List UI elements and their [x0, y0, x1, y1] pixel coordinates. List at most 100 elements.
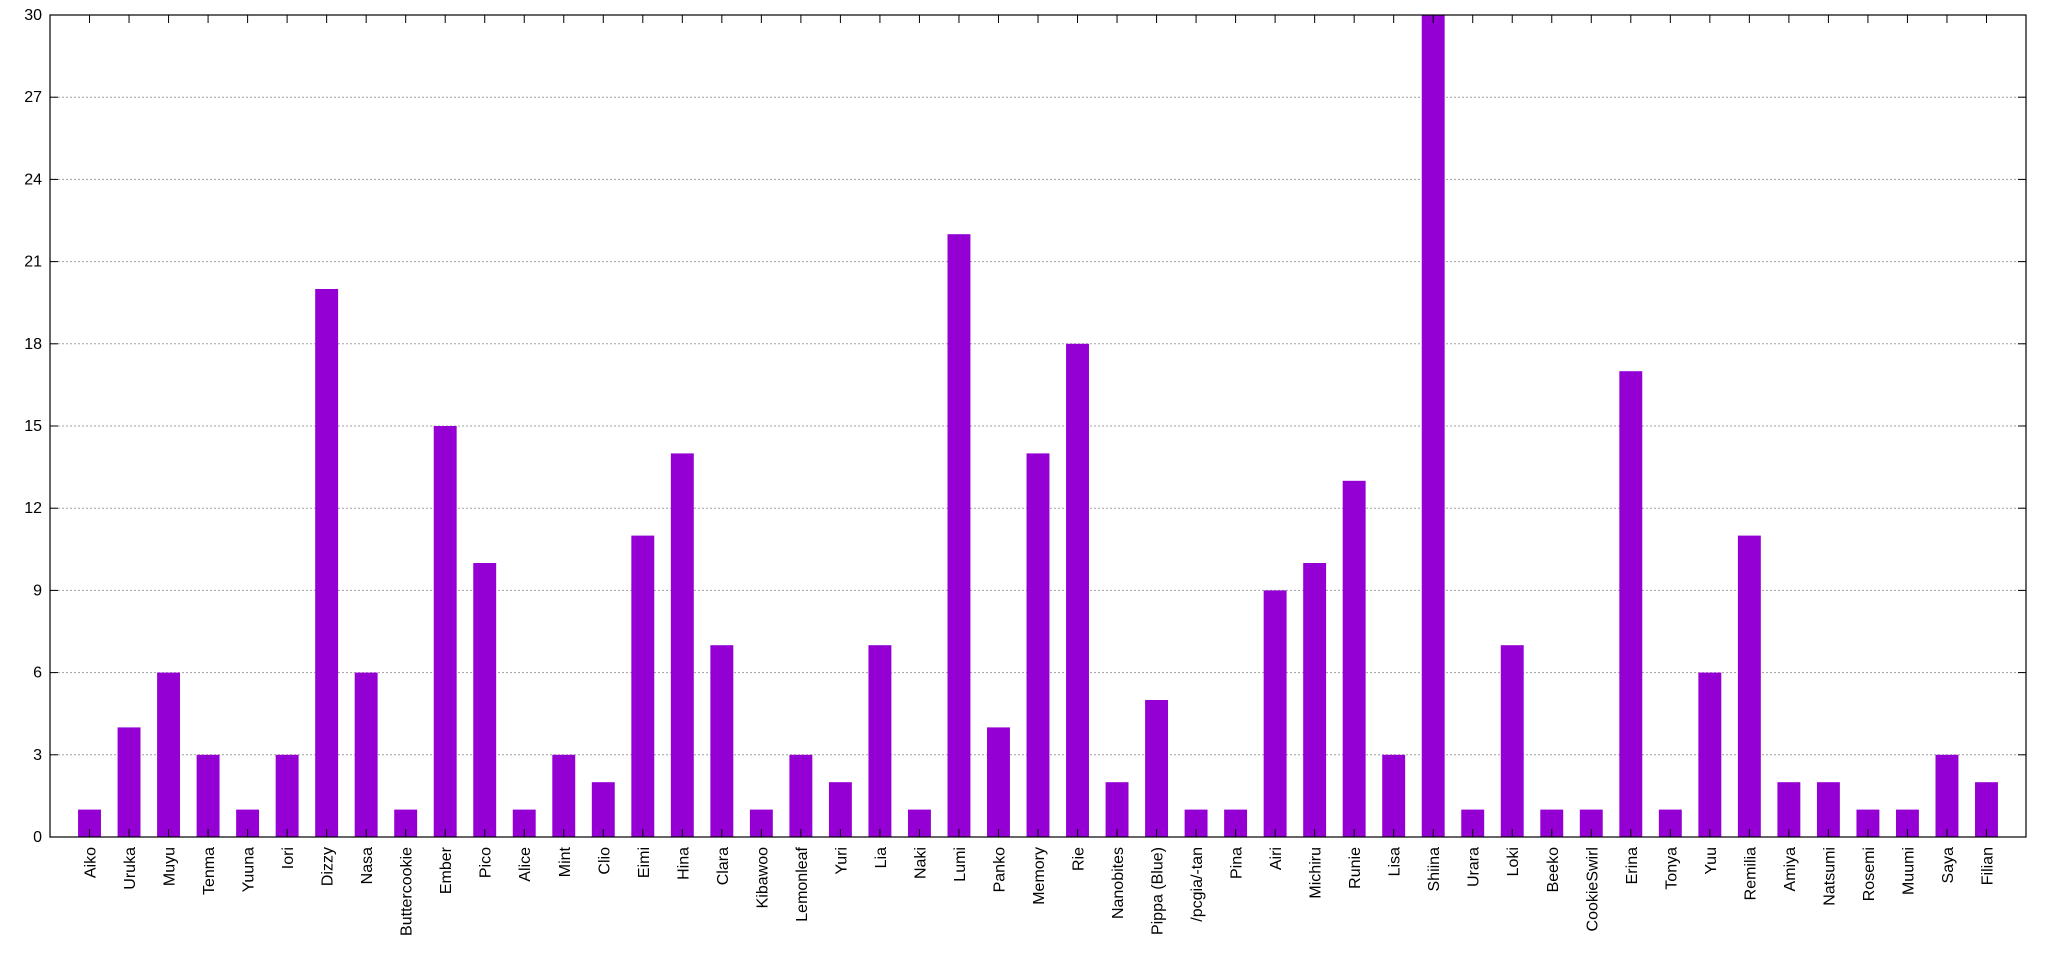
y-axis-ticks: 0 3 6 9 12 15 18 21 24 27 30 [24, 7, 2026, 846]
x-tick-label: Michiru [1308, 847, 1325, 899]
bar [907, 809, 931, 837]
x-tick-label: Yuuna [241, 847, 258, 892]
x-tick-label: Kibawoo [754, 847, 771, 908]
bar [117, 727, 141, 837]
bar [789, 754, 813, 837]
bar [591, 782, 615, 837]
x-tick-label: Muyu [162, 847, 179, 886]
bar [987, 727, 1010, 837]
bar [275, 754, 299, 837]
bar [1461, 809, 1485, 837]
bar [1500, 645, 1524, 837]
y-tick-label: 27 [24, 89, 42, 106]
bar [1145, 700, 1169, 837]
y-tick-label: 30 [24, 7, 42, 24]
y-tick-label: 18 [24, 336, 42, 353]
bar [236, 809, 260, 837]
bar [1935, 754, 1959, 837]
bar [749, 809, 773, 837]
x-tick-label: Buttercookie [399, 847, 416, 936]
x-tick-label: Mint [557, 846, 574, 877]
x-tick-label: Muumi [1900, 847, 1917, 895]
bar [354, 672, 378, 837]
x-tick-label: Nanobites [1110, 847, 1127, 919]
bar [1224, 809, 1248, 837]
bar [828, 782, 852, 837]
x-tick-label: Lemonleaf [794, 846, 811, 921]
bar [1816, 782, 1840, 837]
bar [1303, 563, 1327, 837]
x-tick-label: Nasa [359, 847, 376, 884]
x-tick-label: Clio [596, 847, 613, 875]
x-tick-label: Eimi [636, 847, 653, 878]
x-tick-label: Alice [517, 847, 534, 882]
bar [1856, 809, 1880, 837]
x-tick-label: Natsumi [1821, 847, 1838, 906]
y-tick-label: 3 [33, 747, 42, 764]
x-tick-label: Pina [1229, 847, 1246, 879]
y-tick-label: 0 [33, 829, 42, 846]
bar [512, 809, 536, 837]
bar [868, 645, 892, 837]
x-tick-label: Lisa [1387, 847, 1404, 876]
x-tick-label: Ember [438, 846, 455, 894]
bar [670, 453, 694, 837]
x-tick-label: Pico [478, 847, 495, 878]
bar [1066, 343, 1089, 837]
y-tick-label: 9 [33, 582, 42, 599]
x-tick-label: Rosemi [1861, 847, 1878, 901]
x-tick-label: Lia [873, 847, 890, 868]
x-tick-label: Shiina [1426, 847, 1443, 892]
x-axis-ticks: Aiko Uruka Muyu Tenma Yuuna Iori Dizzy Nasa Butt… [83, 15, 1996, 936]
x-tick-label: Panko [991, 847, 1008, 892]
bar [1026, 453, 1050, 837]
bar [315, 289, 339, 837]
bar [710, 645, 734, 837]
x-tick-label: Pippa (Blue) [1150, 847, 1167, 935]
x-tick-label: Yuu [1703, 847, 1720, 875]
x-tick-label: Filian [1979, 847, 1996, 885]
y-tick-label: 24 [24, 171, 42, 188]
bar [473, 563, 497, 837]
bar [1342, 480, 1366, 837]
bar [78, 809, 101, 837]
x-tick-label: Airi [1268, 847, 1285, 870]
x-tick-label: Aiko [83, 847, 100, 878]
y-tick-label: 21 [24, 254, 42, 271]
y-tick-label: 12 [24, 500, 42, 517]
bar [1540, 809, 1564, 837]
bars [78, 15, 1998, 837]
bar [1737, 535, 1761, 837]
x-tick-label: Saya [1940, 847, 1957, 884]
x-tick-label: Tenma [201, 847, 218, 895]
bar [196, 754, 220, 837]
x-tick-label: /pcgia/-tan [1189, 847, 1206, 922]
x-tick-label: Remilia [1742, 847, 1759, 900]
x-tick-label: Urara [1466, 847, 1483, 887]
bar [1105, 782, 1129, 837]
bar [433, 426, 457, 837]
bar [157, 672, 181, 837]
x-tick-label: Yuri [833, 847, 850, 875]
x-tick-label: Uruka [122, 847, 139, 890]
x-tick-label: Amiya [1782, 847, 1799, 892]
bar [1895, 809, 1919, 837]
bar [947, 234, 971, 837]
x-tick-label: Erina [1624, 847, 1641, 884]
bar [1382, 754, 1406, 837]
x-tick-label: Clara [715, 847, 732, 885]
x-tick-label: Memory [1031, 847, 1048, 905]
bar [394, 809, 418, 837]
bar [1421, 15, 1445, 837]
x-tick-label: CookieSwirl [1584, 847, 1601, 931]
bar [1658, 809, 1682, 837]
x-tick-label: Naki [912, 847, 929, 879]
x-tick-label: Hina [675, 847, 692, 880]
bar [1698, 672, 1722, 837]
x-tick-label: Beeko [1545, 847, 1562, 892]
x-tick-label: Rie [1071, 847, 1088, 871]
bar [631, 535, 655, 837]
y-tick-label: 15 [24, 418, 42, 435]
bar [1184, 809, 1208, 837]
